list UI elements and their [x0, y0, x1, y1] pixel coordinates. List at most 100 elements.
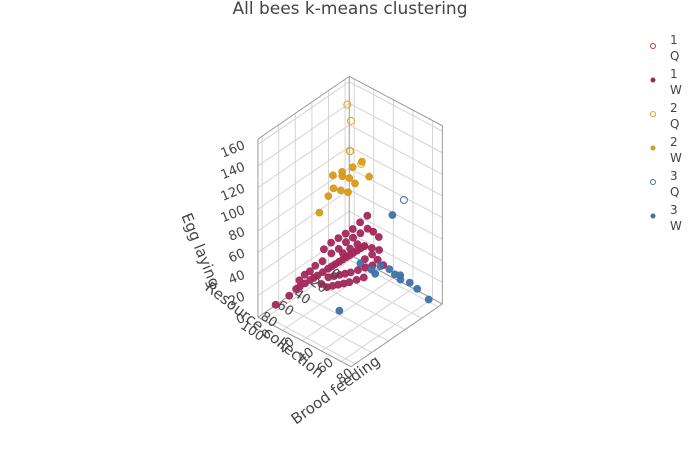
data-point [345, 174, 354, 183]
grid-line [257, 189, 350, 253]
grid-line [257, 124, 350, 189]
data-point [349, 233, 357, 242]
data-point [341, 238, 350, 247]
grid-line [349, 210, 443, 262]
data-point [388, 211, 397, 219]
legend-item[interactable]: 1 W [640, 66, 700, 100]
data-point [385, 265, 394, 273]
grid-line [349, 167, 443, 218]
data-point [359, 273, 368, 282]
data-point [348, 225, 357, 233]
grid-line [295, 291, 389, 342]
legend-marker [650, 179, 656, 185]
data-point [351, 179, 359, 188]
legend-marker [650, 111, 656, 117]
grid-line [257, 102, 350, 167]
legend-marker [650, 145, 656, 151]
legend-item[interactable]: 3 Q [640, 168, 700, 202]
data-point [324, 192, 333, 200]
data-point [343, 100, 352, 109]
data-point [367, 244, 376, 252]
data-point [356, 259, 365, 268]
z-tick-label: 100 [219, 203, 248, 226]
data-point [371, 269, 380, 278]
chart-title: All bees k-means clustering [232, 0, 468, 19]
grid-line [257, 81, 350, 145]
grid-line [349, 232, 443, 283]
data-point [318, 257, 327, 266]
data-point [354, 266, 362, 274]
data-point [319, 245, 328, 254]
data-point [323, 283, 331, 291]
data-point [311, 261, 320, 270]
grid-line [262, 256, 355, 321]
data-point [368, 250, 376, 259]
z-tick-label: 160 [219, 138, 248, 161]
legend-item[interactable]: 1 Q [640, 32, 700, 66]
axis-line [349, 75, 443, 127]
grid-line [257, 210, 350, 275]
data-point [413, 284, 422, 293]
axis-line [257, 316, 352, 368]
data-point [271, 300, 280, 309]
data-point [356, 229, 365, 238]
axis-line [350, 303, 443, 368]
data-point [338, 172, 347, 181]
legend-label: 2 W [670, 135, 682, 165]
data-point [334, 234, 343, 242]
data-point [352, 275, 361, 284]
axis-line [257, 75, 350, 140]
data-point [356, 218, 364, 227]
data-point [285, 291, 294, 300]
legend-marker [650, 77, 656, 83]
data-point [376, 262, 385, 270]
data-point [292, 285, 300, 293]
legend-label: 3 W [670, 203, 682, 233]
data-point [346, 147, 355, 156]
data-point [329, 184, 338, 193]
data-point [327, 249, 336, 258]
z-tick-label: 60 [226, 246, 247, 266]
grid-line [321, 287, 414, 352]
legend: 1 Q 1 W 2 Q 2 W 3 Q 3 W [640, 32, 700, 236]
data-point [405, 278, 414, 287]
z-tick-label: 120 [219, 181, 248, 204]
grid-line [349, 124, 443, 175]
data-point [374, 233, 383, 241]
legend-item[interactable]: 3 W [640, 202, 700, 236]
z-tick-label: 80 [226, 225, 247, 245]
legend-item[interactable]: 2 Q [640, 100, 700, 134]
legend-label: 2 Q [670, 101, 680, 131]
data-point [335, 306, 344, 315]
data-point [369, 227, 378, 236]
data-point [347, 116, 355, 125]
data-point [348, 163, 357, 172]
data-point [328, 171, 337, 180]
grid-line [278, 302, 373, 353]
legend-label: 1 W [670, 67, 682, 97]
grid-line [340, 298, 433, 362]
z-tick-label: 140 [219, 160, 248, 183]
legend-marker [650, 43, 656, 49]
grid-line [349, 102, 443, 154]
data-point [399, 196, 408, 204]
data-point [357, 159, 366, 168]
data-point [327, 238, 335, 247]
legend-label: 3 Q [670, 169, 680, 199]
z-tick-label: 40 [226, 268, 247, 288]
legend-label: 1 Q [670, 33, 680, 63]
data-point [315, 208, 324, 217]
legend-marker [650, 213, 656, 219]
grid-line [301, 277, 394, 342]
z-axis-title: Egg laying [177, 210, 223, 290]
data-point [324, 273, 333, 282]
data-point [396, 275, 405, 284]
data-point [341, 229, 350, 238]
grid-line [257, 146, 350, 210]
grid-line [349, 81, 443, 132]
data-point [424, 295, 433, 304]
data-point [365, 172, 373, 181]
legend-item[interactable]: 2 W [640, 134, 700, 168]
scatter3d-plot[interactable]: 0 204060800204060801000204060801001201401… [0, 0, 640, 450]
